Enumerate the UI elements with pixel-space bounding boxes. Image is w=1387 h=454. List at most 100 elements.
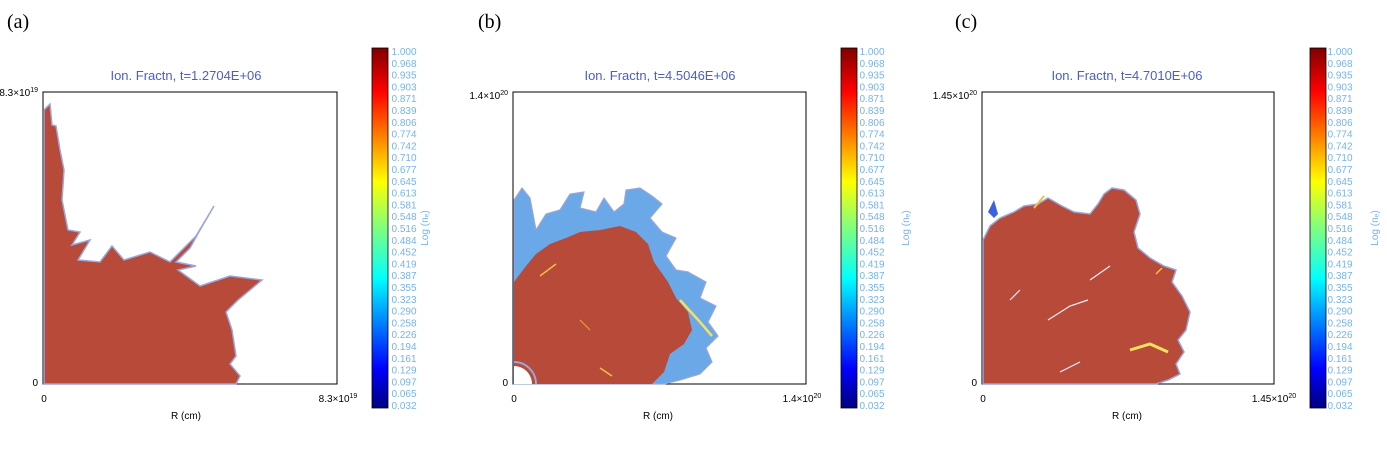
streak xyxy=(599,367,613,377)
colorbar-tick-label: 0.452 xyxy=(859,248,884,259)
y-max-tick: 1.45×1020 xyxy=(933,90,977,102)
panel-title: Ion. Fractn, t=4.5046E+06 xyxy=(584,68,735,83)
colorbar xyxy=(1309,47,1327,409)
streak xyxy=(539,263,557,277)
x-min-tick: 0 xyxy=(41,394,47,405)
y-min-tick: 0 xyxy=(971,378,977,389)
colorbar-tick-label: 0.065 xyxy=(1327,389,1352,400)
colorbar-tick-label: 0.871 xyxy=(1327,94,1352,105)
colorbar-ticks: 1.0000.9680.9350.9030.8710.8390.8060.774… xyxy=(859,47,884,412)
colorbar-tick-label: 0.581 xyxy=(391,200,416,211)
colorbar-tick-label: 0.839 xyxy=(1327,106,1352,117)
colorbar-tick-label: 0.935 xyxy=(1327,71,1352,82)
y-min-tick: 0 xyxy=(502,378,508,389)
colorbar-tick-label: 0.097 xyxy=(859,377,884,388)
colorbar-tick-label: 0.742 xyxy=(391,141,416,152)
colorbar-tick-label: 0.968 xyxy=(1327,59,1352,70)
colorbar-tick-label: 0.323 xyxy=(859,295,884,306)
ionized-region xyxy=(514,226,692,384)
colorbar-tick-label: 0.613 xyxy=(391,189,416,200)
colorbar-tick-label: 0.097 xyxy=(391,377,416,388)
colorbar-tick-label: 0.903 xyxy=(859,82,884,93)
colorbar-tick-label: 0.677 xyxy=(1327,165,1352,176)
colorbar-tick-label: 0.032 xyxy=(859,401,884,412)
x-min-tick: 0 xyxy=(980,394,986,405)
colorbar-tick-label: 0.452 xyxy=(391,248,416,259)
colorbar-tick-label: 0.548 xyxy=(391,212,416,223)
colorbar-ticks: 1.0000.9680.9350.9030.8710.8390.8060.774… xyxy=(1327,47,1352,412)
colorbar-tick-label: 0.968 xyxy=(391,59,416,70)
colorbar-tick-label: 1.000 xyxy=(391,47,416,58)
colorbar-tick-label: 0.065 xyxy=(391,389,416,400)
colorbar-tick-label: 0.194 xyxy=(391,342,416,353)
colorbar-tick-label: 0.645 xyxy=(391,177,416,188)
colorbar-tick-label: 0.871 xyxy=(859,94,884,105)
colorbar-tick-label: 0.194 xyxy=(1327,342,1352,353)
colorbar-tick-label: 0.161 xyxy=(391,354,416,365)
colorbar-tick-label: 0.032 xyxy=(1327,401,1352,412)
colorbar-tick-label: 0.258 xyxy=(1327,318,1352,329)
colorbar-tick-label: 0.387 xyxy=(1327,271,1352,282)
colorbar-tick-label: 0.903 xyxy=(1327,82,1352,93)
colorbar-tick-label: 0.774 xyxy=(1327,130,1352,141)
colorbar-tick-label: 0.968 xyxy=(859,59,884,70)
colorbar-tick-label: 0.129 xyxy=(1327,366,1352,377)
x-axis-label: R (cm) xyxy=(171,411,201,422)
streak xyxy=(1033,195,1045,209)
colorbar-label: Log (nₑ) xyxy=(1370,210,1381,245)
colorbar-tick-label: 0.323 xyxy=(1327,295,1352,306)
colorbar-tick-label: 0.419 xyxy=(859,259,884,270)
colorbar-tick-label: 0.452 xyxy=(1327,248,1352,259)
colorbar-tick-label: 0.581 xyxy=(1327,200,1352,211)
streak xyxy=(579,319,591,331)
colorbar-tick-label: 0.129 xyxy=(391,366,416,377)
streak xyxy=(1129,342,1169,354)
streak xyxy=(1047,299,1089,321)
colorbar-tick-label: 0.742 xyxy=(1327,141,1352,152)
colorbar-tick-label: 0.290 xyxy=(391,307,416,318)
colorbar-tick-label: 0.774 xyxy=(859,130,884,141)
colorbar-tick-label: 0.258 xyxy=(391,318,416,329)
colorbar-tick-label: 0.871 xyxy=(391,94,416,105)
colorbar-tick-label: 0.387 xyxy=(859,271,884,282)
colorbar-tick-label: 0.484 xyxy=(1327,236,1352,247)
colorbar-tick-label: 0.355 xyxy=(1327,283,1352,294)
colorbar xyxy=(840,47,858,409)
colorbar-tick-label: 0.839 xyxy=(391,106,416,117)
colorbar-tick-label: 0.806 xyxy=(859,118,884,129)
colorbar-label: Log (nₑ) xyxy=(420,210,431,245)
colorbar-label: Log (nₑ) xyxy=(901,210,912,245)
panel-title: Ion. Fractn, t=1.2704E+06 xyxy=(110,68,261,83)
colorbar-tick-label: 0.839 xyxy=(859,106,884,117)
colorbar-tick-label: 0.645 xyxy=(1327,177,1352,188)
colorbar-tick-label: 0.935 xyxy=(391,71,416,82)
ionized-region xyxy=(43,102,264,385)
colorbar-tick-label: 0.161 xyxy=(1327,354,1352,365)
streak xyxy=(1059,361,1081,373)
colorbar-tick-label: 0.258 xyxy=(859,318,884,329)
x-min-tick: 0 xyxy=(511,394,517,405)
panel-letter: (c) xyxy=(955,11,977,33)
colorbar-tick-label: 0.355 xyxy=(391,283,416,294)
colorbar-tick-label: 0.484 xyxy=(859,236,884,247)
colorbar-tick-label: 0.129 xyxy=(859,366,884,377)
streak xyxy=(1089,265,1111,281)
colorbar-tick-label: 0.323 xyxy=(391,295,416,306)
x-max-tick: 8.3×1019 xyxy=(319,393,358,405)
colorbar-tick-label: 0.419 xyxy=(391,259,416,270)
colorbar-tick-label: 0.710 xyxy=(391,153,416,164)
colorbar-tick-label: 0.935 xyxy=(859,71,884,82)
inner-arc xyxy=(513,361,537,385)
streak xyxy=(1009,289,1021,301)
colorbar-tick-label: 0.710 xyxy=(859,153,884,164)
colorbar-tick-label: 0.516 xyxy=(859,224,884,235)
colorbar-tick-label: 0.806 xyxy=(391,118,416,129)
colorbar-tick-label: 0.806 xyxy=(1327,118,1352,129)
colorbar-tick-label: 0.355 xyxy=(859,283,884,294)
blob xyxy=(988,200,998,218)
colorbar-tick-label: 0.677 xyxy=(391,165,416,176)
colorbar-tick-label: 0.774 xyxy=(391,130,416,141)
panel-title: Ion. Fractn, t=4.7010E+06 xyxy=(1051,68,1202,83)
colorbar-tick-label: 0.548 xyxy=(1327,212,1352,223)
